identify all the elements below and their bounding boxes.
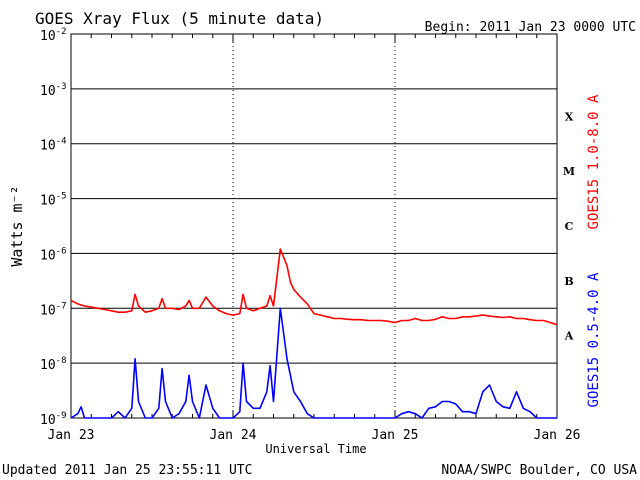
flare-class-labels: X M C B A [563, 110, 575, 342]
series-line-1 [70, 307, 557, 419]
y-axis-ticks: 10-2 10-3 10-4 10-5 10-6 10-7 10-8 10-9 [40, 27, 67, 428]
legend-series-blue: GOES15 0.5-4.0 A [586, 272, 602, 407]
y-tick-label-2: 10-4 [40, 137, 67, 154]
flare-class-X: X [565, 110, 574, 123]
x-axis-title: Universal Time [265, 442, 366, 456]
flare-class-B: B [564, 275, 573, 288]
legend-series-red: GOES15 1.0-8.0 A [586, 94, 602, 229]
x-tick-label-2: Jan 25 [372, 428, 419, 443]
y-tick-label-0: 10-2 [40, 27, 67, 44]
flare-class-C: C [565, 220, 574, 233]
grid-lines [71, 33, 557, 419]
x-tick-label-1: Jan 24 [210, 428, 257, 443]
flare-class-M: M [563, 165, 575, 178]
updated-timestamp: Updated 2011 Jan 25 23:55:11 UTC [2, 463, 252, 478]
x-axis-ticks: Jan 23 Jan 24 Jan 25 Jan 26 [48, 34, 581, 443]
y-tick-label-6: 10-8 [40, 356, 67, 373]
flare-class-A: A [564, 330, 574, 343]
y-tick-label-4: 10-6 [40, 246, 67, 263]
day-dividers [232, 34, 396, 418]
series-lines [70, 248, 558, 419]
x-tick-label-3: Jan 26 [534, 428, 581, 443]
y-tick-label-3: 10-5 [40, 192, 67, 209]
y-tick-label-7: 10-9 [40, 411, 67, 428]
credit-label: NOAA/SWPC Boulder, CO USA [441, 463, 637, 478]
series-line-0 [70, 248, 558, 326]
begin-label: Begin: 2011 Jan 23 0000 UTC [425, 20, 636, 35]
y-axis-title: Watts m⁻² [8, 185, 26, 266]
y-tick-label-5: 10-7 [40, 301, 67, 318]
plot-frame [70, 33, 558, 419]
x-tick-label-0: Jan 23 [48, 428, 95, 443]
y-tick-label-1: 10-3 [40, 82, 67, 99]
chart-title: GOES Xray Flux (5 minute data) [35, 9, 324, 28]
